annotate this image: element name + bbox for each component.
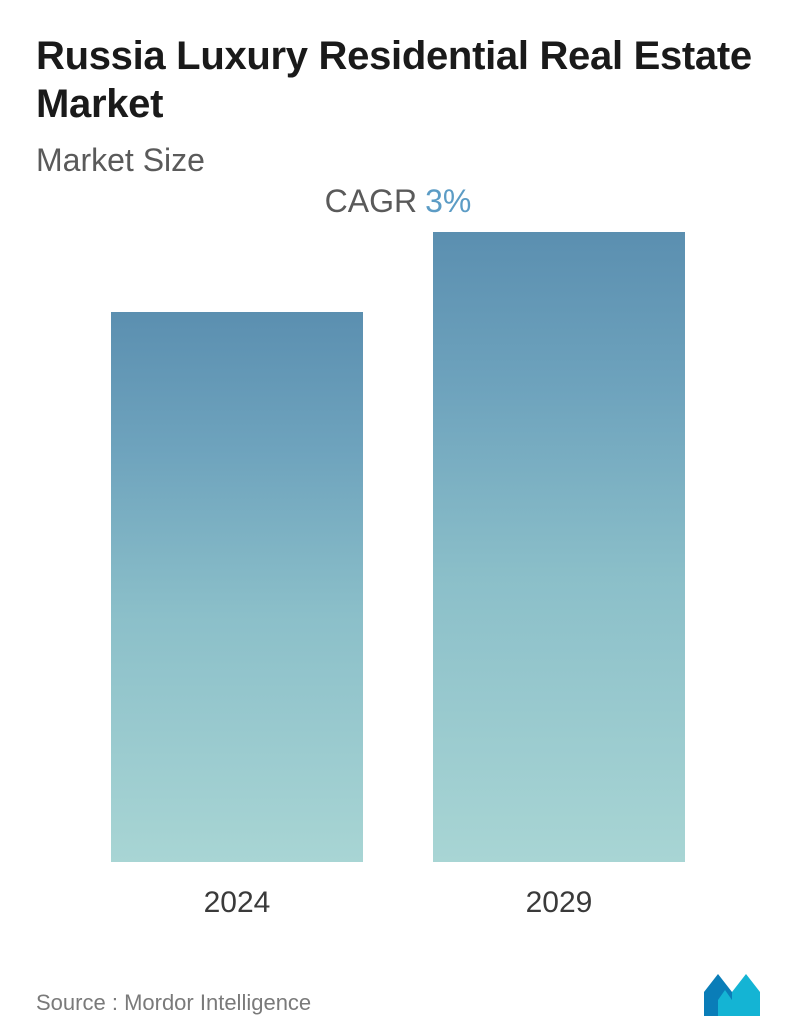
chart-title: Russia Luxury Residential Real Estate Ma… — [36, 32, 760, 128]
source-label: Source : — [36, 990, 118, 1015]
bar-label-1: 2029 — [526, 886, 593, 920]
source-value: Mordor Intelligence — [124, 990, 311, 1015]
mordor-logo-icon — [704, 974, 760, 1016]
cagr-value: 3% — [425, 183, 471, 219]
bar-1 — [433, 232, 685, 862]
source-text: Source : Mordor Intelligence — [36, 990, 311, 1016]
cagr-row: CAGR3% — [36, 183, 760, 220]
bar-0 — [111, 312, 363, 862]
bar-group-0: 2024 — [111, 312, 363, 920]
bar-group-1: 2029 — [433, 232, 685, 920]
cagr-label: CAGR — [325, 183, 417, 219]
chart-subtitle: Market Size — [36, 142, 760, 179]
footer: Source : Mordor Intelligence — [36, 974, 760, 1016]
bar-label-0: 2024 — [204, 886, 271, 920]
bar-chart: 2024 2029 — [36, 280, 760, 920]
